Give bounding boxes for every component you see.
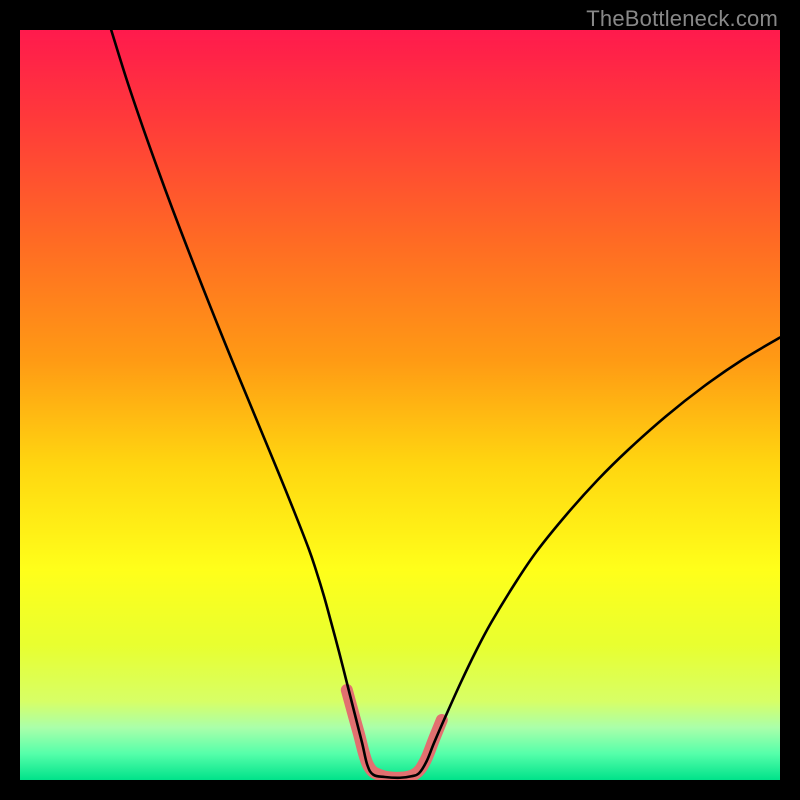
curve-layer [20,30,780,780]
bottleneck-curve-line [111,30,780,778]
watermark-text: TheBottleneck.com [586,6,778,32]
bottleneck-chart [20,30,780,780]
